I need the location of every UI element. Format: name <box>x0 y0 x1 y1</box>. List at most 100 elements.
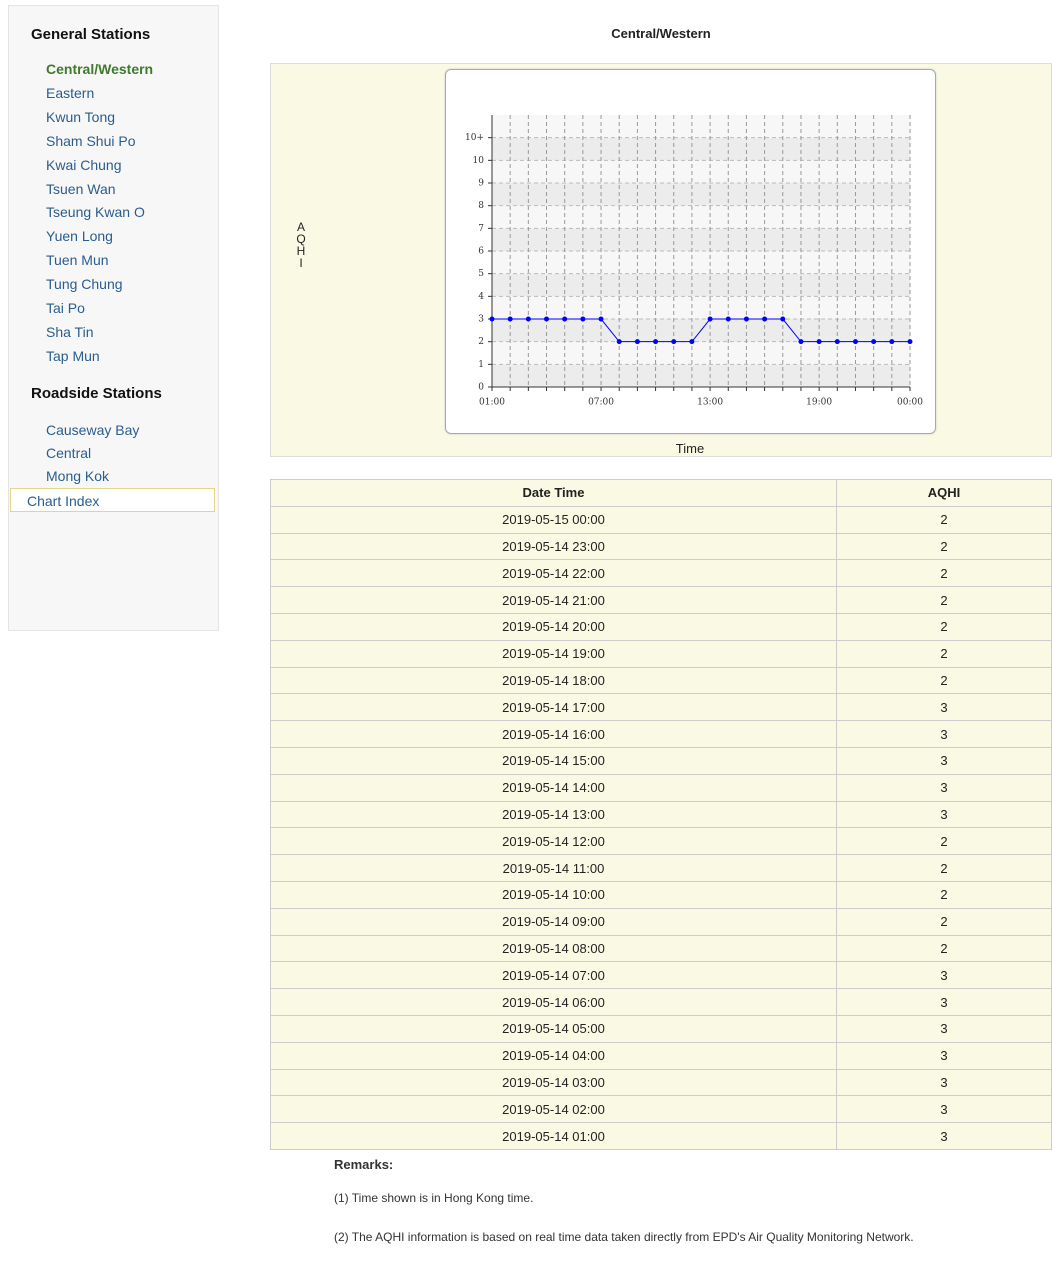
y-tick-label: 8 <box>478 201 484 211</box>
station-link[interactable]: Tai Po <box>46 300 85 316</box>
point <box>816 339 822 345</box>
table-row: 2019-05-14 05:00 3 <box>270 1014 1052 1043</box>
table-cell: 2019-05-14 01:00 <box>270 1122 837 1150</box>
station-link[interactable]: Tsuen Wan <box>46 180 116 197</box>
point <box>544 316 550 322</box>
station-link[interactable]: Yuen Long <box>46 228 113 245</box>
y-tick-label: 6 <box>478 247 484 257</box>
point <box>889 339 895 345</box>
table-cell: 3 <box>836 1122 1052 1150</box>
point <box>562 316 568 322</box>
table-cell: 2019-05-14 06:00 <box>270 988 837 1016</box>
point <box>834 339 840 345</box>
y-tick-label: 10+ <box>465 133 484 143</box>
station-link[interactable]: Central <box>46 445 92 461</box>
station-link[interactable]: Central/Western <box>46 61 154 77</box>
x-tick-label: 07:00 <box>588 398 614 408</box>
table-cell: 2019-05-14 11:00 <box>270 854 837 882</box>
point <box>798 339 804 345</box>
table-row: 2019-05-14 18:00 2 <box>270 666 1052 695</box>
table-row: 2019-05-15 00:00 2 <box>270 505 1052 534</box>
table-cell: 2 <box>836 532 1052 561</box>
section-heading: Roadside Stations <box>31 385 162 402</box>
data-table: Date Time AQHI 2019-05-15 00:00 2 2019-05-14… <box>270 479 1052 1150</box>
x-tick-label: 01:00 <box>479 398 505 408</box>
station-link[interactable]: Mong Kok <box>46 468 110 484</box>
table-row: 2019-05-14 02:00 3 <box>270 1095 1052 1124</box>
point <box>671 339 677 345</box>
table-row: 2019-05-14 01:00 3 <box>270 1122 1052 1150</box>
station-link[interactable]: Sham Shui Po <box>46 132 136 149</box>
column-header: AQHI <box>836 479 1052 507</box>
station-link[interactable]: Tuen Mun <box>46 252 109 269</box>
x-tick-label: 13:00 <box>697 398 723 408</box>
header-row: Date Time AQHI <box>270 479 1052 507</box>
station-link[interactable]: Kwai Chung <box>46 156 122 173</box>
point <box>689 339 695 345</box>
remark: (2) The AQHI information is based on rea… <box>334 1230 914 1244</box>
table-row: 2019-05-14 17:00 3 <box>270 693 1052 722</box>
table-row: 2019-05-14 23:00 2 <box>270 532 1052 561</box>
table-cell: 3 <box>836 746 1052 775</box>
table-row: 2019-05-14 16:00 3 <box>270 720 1052 748</box>
table-row: 2019-05-14 19:00 2 <box>270 639 1052 668</box>
grid-band <box>492 205 910 229</box>
table-row: 2019-05-14 06:00 3 <box>270 988 1052 1016</box>
table-cell: 3 <box>836 1041 1052 1070</box>
table-cell: 2 <box>836 639 1052 668</box>
table-cell: 2019-05-14 20:00 <box>270 612 837 641</box>
point <box>707 316 713 322</box>
station-link[interactable]: Eastern <box>46 84 95 101</box>
point <box>616 339 622 345</box>
table-cell: 2019-05-14 22:00 <box>270 559 837 588</box>
table-cell: 2 <box>836 827 1052 856</box>
table-cell: 3 <box>836 773 1052 802</box>
y-axis-label: AQHI <box>294 220 308 268</box>
station-link[interactable]: Sha Tin <box>46 323 94 340</box>
x-tick-label: 00:00 <box>897 398 923 408</box>
section-heading: General Stations <box>31 26 151 43</box>
y-tick-label: 0 <box>478 383 484 393</box>
point <box>871 339 877 345</box>
table-cell: 2019-05-14 12:00 <box>270 827 837 856</box>
chart-index-link[interactable]: Chart Index <box>10 488 215 512</box>
table-cell: 2 <box>836 934 1052 963</box>
point <box>507 316 513 322</box>
y-tick-label: 3 <box>478 315 484 325</box>
station-link[interactable]: Causeway Bay <box>46 422 140 438</box>
table-cell: 3 <box>836 961 1052 990</box>
station-link[interactable]: Tap Mun <box>46 347 100 364</box>
table-row: 2019-05-14 11:00 2 <box>270 854 1052 882</box>
table-cell: 3 <box>836 1014 1052 1043</box>
table-cell: 2019-05-14 08:00 <box>270 934 837 963</box>
table-cell: 2019-05-14 04:00 <box>270 1041 837 1070</box>
table-cell: 3 <box>836 1068 1052 1097</box>
table-cell: 2 <box>836 559 1052 588</box>
remarks-heading: Remarks: <box>334 1157 394 1172</box>
table-row: 2019-05-14 22:00 2 <box>270 559 1052 588</box>
chart: 0 1 2 3 4 5 6 7 8 9 10 10+ 01:00 07:00 13:00 19:00 00:00 <box>465 115 923 408</box>
column-header: Date Time <box>270 479 837 507</box>
table-cell: 2019-05-14 02:00 <box>270 1095 837 1124</box>
table-cell: 2 <box>836 854 1052 882</box>
grid-band <box>492 160 910 183</box>
table-cell: 2019-05-14 23:00 <box>270 532 837 561</box>
station-link[interactable]: Tung Chung <box>46 276 123 293</box>
table-cell: 2019-05-14 21:00 <box>270 586 837 614</box>
station-link[interactable]: Kwun Tong <box>46 108 116 125</box>
table-cell: 2019-05-14 09:00 <box>270 907 837 936</box>
point <box>743 316 749 322</box>
table-row: 2019-05-14 21:00 2 <box>270 586 1052 614</box>
table-row: 2019-05-14 08:00 2 <box>270 934 1052 963</box>
table-cell: 2019-05-14 15:00 <box>270 746 837 775</box>
point <box>653 339 659 345</box>
x-axis-label: Time <box>675 441 705 456</box>
table-cell: 2019-05-15 00:00 <box>270 505 837 534</box>
table-cell: 2 <box>836 880 1052 909</box>
table-cell: 2 <box>836 586 1052 614</box>
grid-band <box>492 115 910 138</box>
table-cell: 3 <box>836 1095 1052 1124</box>
grid-band <box>492 137 910 161</box>
station-link[interactable]: Tseung Kwan O <box>46 204 145 221</box>
table-row: 2019-05-14 10:00 2 <box>270 880 1052 909</box>
